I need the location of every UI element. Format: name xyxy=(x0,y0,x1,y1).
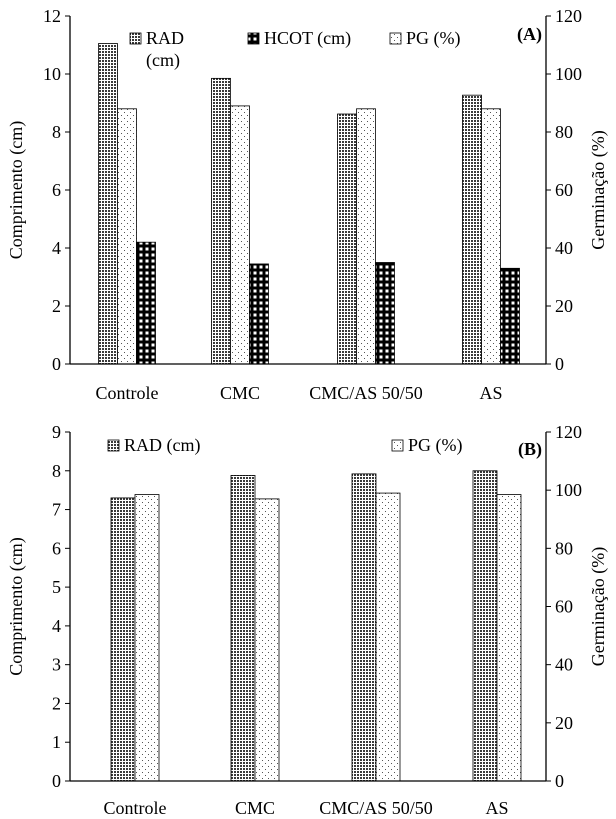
category-label: CMC/AS 50/50 xyxy=(319,798,433,818)
panel-label: (A) xyxy=(517,24,542,45)
category-label: AS xyxy=(479,383,502,403)
category-label: Controle xyxy=(96,383,159,403)
legend-swatch xyxy=(247,32,260,45)
y-tick-label-right: 100 xyxy=(555,64,582,84)
bar-rad-cm--1 xyxy=(98,43,118,365)
y-tick-label-right: 40 xyxy=(555,238,573,258)
bar-pg--3 xyxy=(375,492,401,782)
y-tick-label-right: 20 xyxy=(555,713,573,733)
bar-pg--1 xyxy=(134,494,160,782)
y-tick-label-right: 0 xyxy=(555,354,564,374)
y-tick-label-left: 8 xyxy=(52,461,61,481)
bar-hcot-cm--1 xyxy=(136,241,156,365)
legend-swatch xyxy=(107,439,120,452)
bar-rad-cm--1 xyxy=(110,497,136,782)
y-tick-label-left: 10 xyxy=(43,64,61,84)
y-tick-label-left: 2 xyxy=(52,296,61,316)
y-axis-title-right: Germinação (%) xyxy=(588,547,609,666)
bar-rad-cm--3 xyxy=(351,473,377,782)
bar-rad-cm--2 xyxy=(230,475,256,782)
bar-rad-cm--3 xyxy=(337,113,357,365)
y-tick-label-right: 80 xyxy=(555,538,573,558)
bar-rad-cm--4 xyxy=(462,94,482,365)
bar-hcot-cm--3 xyxy=(375,262,395,365)
chart-panel-2: Controle CMC CMC/AS 50/50 AS 0 1 2 3 4 5 6 7 8 9 0 20 40… xyxy=(6,422,609,818)
bar-hcot-cm--4 xyxy=(500,267,520,365)
legend-swatch xyxy=(389,32,402,45)
y-tick-label-left: 7 xyxy=(52,500,61,520)
y-tick-label-right: 60 xyxy=(555,180,573,200)
y-tick-label-left: 6 xyxy=(52,180,61,200)
legend-label: PG (%) xyxy=(408,435,463,456)
chart-panel-1: Controle CMC CMC/AS 50/50 AS024681012020406… xyxy=(6,6,609,403)
y-tick-label-right: 0 xyxy=(555,771,564,791)
y-tick-label-right: 100 xyxy=(555,480,582,500)
y-tick-label-right: 120 xyxy=(555,422,582,442)
y-tick-label-right: 120 xyxy=(555,6,582,26)
category-label: CMC/AS 50/50 xyxy=(309,383,423,403)
bar-pg--2 xyxy=(254,498,280,782)
y-tick-label-left: 2 xyxy=(52,693,61,713)
legend-label: RAD (cm) xyxy=(146,28,184,71)
legend-label: HCOT (cm) xyxy=(264,28,351,49)
y-tick-label-left: 4 xyxy=(52,616,61,636)
y-tick-label-right: 40 xyxy=(555,655,573,675)
y-tick-label-left: 8 xyxy=(52,122,61,142)
panel-label: (B) xyxy=(518,439,542,460)
legend-label: PG (%) xyxy=(406,28,461,49)
y-tick-label-left: 4 xyxy=(52,238,61,258)
y-axis-title-left: Comprimento (cm) xyxy=(6,537,27,675)
legend-swatch xyxy=(129,32,142,45)
bar-rad-cm--4 xyxy=(472,470,498,782)
category-label: AS xyxy=(485,798,508,818)
bar-hcot-cm--2 xyxy=(249,263,269,365)
category-label: CMC xyxy=(235,798,275,818)
category-label: Controle xyxy=(104,798,167,818)
bar-pg--2 xyxy=(230,105,250,365)
bar-rad-cm--2 xyxy=(211,77,231,365)
y-tick-label-left: 1 xyxy=(52,732,61,752)
legend-label: RAD (cm) xyxy=(124,435,200,456)
y-tick-label-right: 60 xyxy=(555,597,573,617)
y-tick-label-right: 20 xyxy=(555,296,573,316)
y-tick-label-left: 6 xyxy=(52,538,61,558)
legend-swatch xyxy=(391,439,404,452)
bar-pg--3 xyxy=(356,108,376,365)
bar-pg--4 xyxy=(481,108,501,365)
y-tick-label-left: 0 xyxy=(52,354,61,374)
y-tick-label-right: 80 xyxy=(555,122,573,142)
y-tick-label-left: 12 xyxy=(43,6,61,26)
chart-panels: Controle CMC CMC/AS 50/50 AS024681012020406… xyxy=(6,6,609,818)
category-label: CMC xyxy=(220,383,260,403)
y-axis-title-right: Germinação (%) xyxy=(588,130,609,249)
bar-pg--1 xyxy=(117,108,137,365)
y-tick-label-left: 9 xyxy=(52,422,61,442)
y-tick-label-left: 0 xyxy=(52,771,61,791)
y-axis-title-left: Comprimento (cm) xyxy=(6,121,27,259)
bar-pg--4 xyxy=(496,494,522,782)
y-tick-label-left: 3 xyxy=(52,655,61,675)
y-tick-label-left: 5 xyxy=(52,577,61,597)
